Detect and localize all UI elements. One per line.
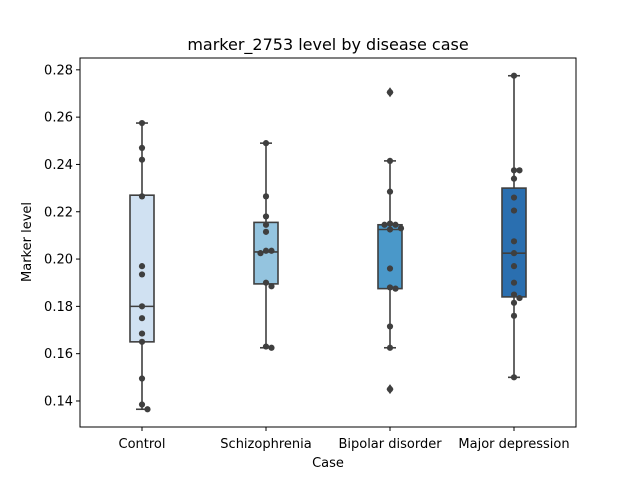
x-tick-label: Bipolar disorder — [338, 437, 442, 452]
data-point — [138, 193, 146, 200]
data-point — [268, 283, 275, 290]
data-point — [138, 119, 146, 127]
box-group — [501, 74, 527, 379]
data-point — [262, 228, 270, 235]
data-point — [386, 188, 394, 195]
data-point — [138, 375, 146, 382]
data-point — [510, 238, 518, 245]
data-point — [386, 284, 394, 291]
data-point — [381, 221, 388, 228]
data-point — [138, 144, 146, 151]
data-point — [262, 221, 270, 228]
data-point — [397, 225, 405, 232]
data-point — [510, 279, 518, 286]
y-axis-label: Marker level — [20, 202, 35, 282]
data-point — [262, 343, 270, 350]
data-point — [510, 291, 518, 298]
x-tick-label: Control — [119, 437, 166, 452]
data-point — [138, 338, 146, 345]
x-tick-label: Schizophrenia — [220, 437, 311, 452]
data-point — [392, 285, 399, 292]
data-point — [510, 263, 518, 270]
y-tick-label: 0.20 — [44, 253, 73, 268]
data-point — [268, 344, 275, 351]
data-point — [138, 303, 146, 310]
data-point — [386, 226, 394, 233]
data-point — [510, 194, 518, 201]
y-tick-label: 0.22 — [44, 205, 73, 220]
plot-area: 0.14 0.16 0.18 0.20 0.22 0.24 0.26 0.28 Control S… — [44, 57, 577, 452]
y-tick-label: 0.26 — [44, 111, 73, 126]
data-point — [138, 271, 146, 278]
box-group — [253, 142, 279, 349]
data-point — [516, 294, 523, 302]
data-point — [516, 167, 523, 174]
data-point — [510, 299, 518, 306]
data-point — [262, 247, 270, 254]
data-point — [138, 315, 146, 322]
y-tick-label: 0.24 — [44, 158, 73, 173]
x-tick-label: Major depression — [458, 437, 569, 452]
data-point — [138, 401, 146, 408]
data-point — [510, 207, 518, 214]
axes-frame — [79, 57, 577, 428]
data-point — [386, 220, 394, 227]
chart-title: marker_2753 level by disease case — [187, 35, 468, 55]
y-tick-label: 0.16 — [44, 347, 73, 362]
data-point — [386, 265, 394, 272]
x-axis-label: Case — [312, 456, 344, 471]
data-point — [510, 374, 518, 381]
data-point — [392, 221, 399, 228]
data-point — [262, 140, 270, 147]
y-tick-label: 0.18 — [44, 300, 73, 315]
data-point — [510, 250, 518, 257]
data-point — [138, 156, 146, 163]
data-point — [386, 386, 394, 393]
data-point — [510, 312, 518, 319]
y-tick-label: 0.28 — [44, 63, 73, 78]
data-point — [510, 167, 518, 174]
data-point — [257, 250, 264, 257]
data-point — [386, 157, 394, 164]
data-point — [510, 72, 518, 79]
data-point — [144, 406, 151, 413]
data-point — [386, 89, 394, 96]
data-point — [262, 213, 270, 220]
y-tick-label: 0.14 — [44, 394, 73, 409]
data-point — [386, 323, 394, 330]
data-point — [138, 330, 146, 337]
data-point — [138, 263, 146, 270]
data-point — [268, 247, 275, 254]
box — [377, 223, 403, 290]
data-point — [262, 279, 270, 286]
data-point — [510, 175, 518, 182]
data-point — [262, 193, 270, 200]
data-point — [386, 344, 394, 351]
box — [501, 187, 527, 298]
